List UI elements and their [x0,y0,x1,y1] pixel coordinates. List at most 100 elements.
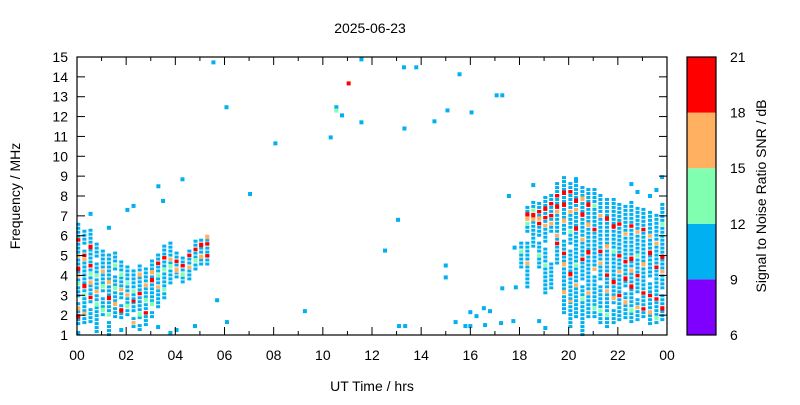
data-mark [537,249,542,253]
data-mark [106,293,111,297]
data-mark [605,305,610,309]
data-mark-hot [549,202,554,206]
data-mark [654,285,659,289]
data-mark-hot [561,202,566,206]
data-mark [574,307,579,311]
data-mark [568,317,573,321]
data-mark-hot [205,254,210,258]
data-mark-hot [648,311,653,315]
data-mark [187,249,192,253]
data-mark [119,284,124,288]
data-mark [106,301,111,305]
y-tick-label: 6 [60,228,68,244]
colorbar-tick-label: 15 [730,160,746,176]
data-mark [131,293,136,297]
data-mark [82,281,87,285]
data-mark [629,320,634,324]
data-mark [660,238,665,242]
x-tick-label: 12 [364,347,380,363]
data-mark [605,201,610,205]
data-mark-hot [119,287,124,291]
data-point [224,105,229,110]
data-mark [623,284,628,288]
data-mark-hot [543,216,548,220]
data-mark [660,230,665,234]
data-mark [137,288,142,292]
data-mark [574,195,579,199]
data-mark [617,282,622,286]
data-mark-hot [94,303,99,307]
data-mark-hot [82,311,87,315]
data-mark [592,231,597,235]
data-point [328,135,333,140]
plot-frame [76,56,668,336]
data-mark [660,246,665,250]
data-mark [654,313,659,317]
data-mark [561,231,566,235]
data-mark [94,294,99,298]
data-mark [113,279,118,283]
data-mark [641,255,646,259]
data-mark [598,201,603,205]
data-mark [549,205,554,209]
data-mark-hot [629,258,634,262]
data-mark-hot [555,194,560,198]
data-mark [568,225,573,229]
data-mark [199,250,204,254]
data-mark [168,241,173,245]
data-mark-hot [76,307,81,311]
data-mark [568,297,573,301]
data-mark [641,247,646,251]
data-mark [131,269,136,273]
data-mark [537,213,542,217]
x-tick-label: 20 [561,347,577,363]
data-mark-hot [592,267,597,271]
data-mark [592,255,597,259]
data-mark [131,309,136,313]
data-mark [125,297,130,301]
data-mark [555,229,560,233]
data-mark [113,283,118,287]
data-mark [580,289,585,293]
data-mark [629,300,634,304]
data-point [215,298,220,303]
data-mark-hot [113,264,118,267]
data-mark [82,261,87,265]
data-mark [88,228,93,232]
data-mark [574,180,579,184]
data-mark [76,302,81,306]
data-mark [156,301,161,305]
data-mark [586,215,591,219]
data-mark [574,192,579,196]
data-mark [574,279,579,283]
data-mark [611,205,616,209]
data-mark [76,222,81,226]
data-mark [598,305,603,309]
data-mark [119,312,124,316]
data-mark [143,319,148,323]
data-mark [549,266,554,270]
data-mark-hot [131,321,136,325]
data-mark-hot [580,196,585,200]
data-mark [635,282,640,286]
data-mark-hot [574,283,579,287]
data-mark [568,309,573,313]
data-mark [611,313,616,317]
data-mark [561,287,566,291]
data-mark [113,311,118,315]
data-mark [168,253,173,257]
data-mark [76,290,81,294]
data-mark-hot [617,254,622,258]
data-mark [561,243,566,247]
data-mark [629,272,634,276]
data-point [543,326,548,331]
data-mark-hot [537,210,542,214]
data-mark [168,245,173,249]
data-mark [537,241,542,245]
data-mark-hot [537,222,542,226]
data-mark [635,262,640,266]
data-mark [137,264,142,268]
data-mark [580,321,585,325]
data-mark [574,251,579,255]
data-mark [592,188,597,192]
